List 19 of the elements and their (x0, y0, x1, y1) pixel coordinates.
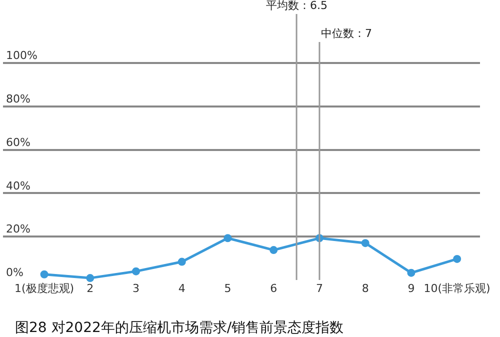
y-tick-label: 80% (6, 92, 30, 106)
y-tick-label: 0% (6, 266, 24, 280)
x-tick-label: 7 (316, 282, 323, 295)
x-tick-label: 4 (178, 282, 186, 295)
ref-line-label: 平均数：6.5 (266, 0, 328, 12)
y-tick-label: 100% (6, 49, 38, 62)
x-tick-label: 9 (408, 282, 415, 295)
text: 图28 对2022年的压缩机市场需求/销售前景态度指数 (15, 320, 344, 336)
y-tick-label: 40% (6, 179, 30, 192)
x-tick-label: 3 (132, 282, 140, 295)
x-tick-label: 1(极度悲观) (14, 282, 74, 295)
x-tick-label: 5 (224, 282, 232, 295)
x-tick-label: 10(非常乐观) (424, 282, 490, 295)
y-tick-label: 20% (6, 222, 30, 236)
x-tick-label: 8 (362, 282, 369, 295)
x-tick-label: 2 (86, 282, 94, 295)
ref-line-label: 中位数：7 (321, 27, 372, 40)
x-tick-label: 6 (270, 282, 278, 295)
y-tick-label: 60% (6, 136, 30, 149)
